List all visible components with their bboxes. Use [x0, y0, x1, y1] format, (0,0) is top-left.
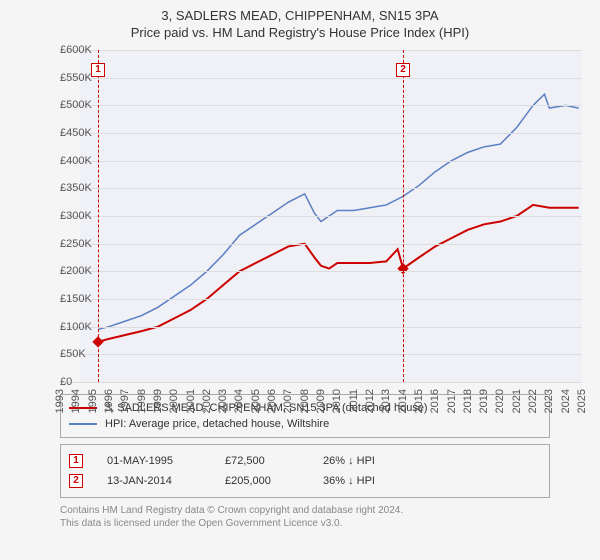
x-tick-label: 2002	[201, 389, 213, 413]
gridline-h	[60, 133, 582, 134]
legend-label-hpi: HPI: Average price, detached house, Wilt…	[105, 416, 329, 432]
footer-line2: This data is licensed under the Open Gov…	[60, 517, 590, 530]
gridline-h	[60, 161, 582, 162]
x-tick-label: 2001	[185, 389, 197, 413]
x-tick-label: 2011	[348, 389, 360, 413]
x-tick-label: 2009	[315, 389, 327, 413]
event-marker-2: 2	[69, 474, 83, 488]
footer-line1: Contains HM Land Registry data © Crown c…	[60, 504, 590, 517]
x-tick-label: 1999	[152, 389, 164, 413]
x-tick-label: 2025	[576, 389, 588, 413]
x-tick-label: 2020	[494, 389, 506, 413]
x-tick-label: 1994	[70, 389, 82, 413]
x-tick-label: 2003	[217, 389, 229, 413]
x-tick-label: 2010	[331, 389, 343, 413]
chart-title: 3, SADLERS MEAD, CHIPPENHAM, SN15 3PA	[10, 8, 590, 23]
x-tick-label: 2007	[282, 389, 294, 413]
x-tick-label: 2024	[560, 389, 572, 413]
x-tick-label: 2018	[462, 389, 474, 413]
event-date-1: 01-MAY-1995	[107, 451, 207, 471]
footer: Contains HM Land Registry data © Crown c…	[60, 504, 590, 530]
gridline-h	[60, 382, 582, 383]
gridline-h	[60, 271, 582, 272]
x-tick-label: 2015	[413, 389, 425, 413]
gridline-h	[60, 188, 582, 189]
event-line	[98, 50, 99, 382]
gridline-h	[60, 216, 582, 217]
series-hpi	[98, 94, 579, 329]
legend-swatch-hpi	[69, 423, 97, 425]
gridline-h	[60, 105, 582, 106]
event-line	[403, 50, 404, 382]
event-delta-1: 26% ↓ HPI	[323, 451, 423, 471]
x-tick-label: 2017	[446, 389, 458, 413]
gridline-h	[60, 244, 582, 245]
gridline-h	[60, 78, 582, 79]
gridline-h	[60, 299, 582, 300]
event-marker-1: 1	[69, 454, 83, 468]
events-box: 1 01-MAY-1995 £72,500 26% ↓ HPI 2 13-JAN…	[60, 444, 550, 498]
x-tick-label: 2006	[266, 389, 278, 413]
x-tick-label: 1996	[103, 389, 115, 413]
x-tick-label: 2008	[299, 389, 311, 413]
x-tick-label: 1995	[87, 389, 99, 413]
x-tick-label: 1997	[119, 389, 131, 413]
chart-container: 3, SADLERS MEAD, CHIPPENHAM, SN15 3PA Pr…	[0, 0, 600, 560]
gridline-h	[60, 327, 582, 328]
x-tick-label: 1993	[54, 389, 66, 413]
event-row-2: 2 13-JAN-2014 £205,000 36% ↓ HPI	[69, 471, 541, 491]
x-tick-label: 2000	[168, 389, 180, 413]
event-price-1: £72,500	[225, 451, 305, 471]
x-tick-label: 2013	[380, 389, 392, 413]
x-tick-label: 2022	[527, 389, 539, 413]
event-date-2: 13-JAN-2014	[107, 471, 207, 491]
x-tick-label: 2004	[233, 389, 245, 413]
event-marker-on-chart: 2	[396, 63, 410, 77]
chart-area: £0£50K£100K£150K£200K£250K£300K£350K£400…	[28, 46, 588, 386]
series-property	[98, 205, 579, 342]
gridline-h	[60, 50, 582, 51]
x-tick-label: 2021	[511, 389, 523, 413]
x-tick-label: 1998	[136, 389, 148, 413]
x-tick-label: 2023	[543, 389, 555, 413]
chart-subtitle: Price paid vs. HM Land Registry's House …	[10, 25, 590, 40]
x-tick-label: 2016	[429, 389, 441, 413]
event-marker-on-chart: 1	[91, 63, 105, 77]
event-row-1: 1 01-MAY-1995 £72,500 26% ↓ HPI	[69, 451, 541, 471]
x-tick-label: 2019	[478, 389, 490, 413]
x-tick-label: 2014	[397, 389, 409, 413]
event-delta-2: 36% ↓ HPI	[323, 471, 423, 491]
event-price-2: £205,000	[225, 471, 305, 491]
x-tick-label: 2005	[250, 389, 262, 413]
x-tick-label: 2012	[364, 389, 376, 413]
gridline-h	[60, 354, 582, 355]
legend-row-hpi: HPI: Average price, detached house, Wilt…	[69, 416, 541, 432]
